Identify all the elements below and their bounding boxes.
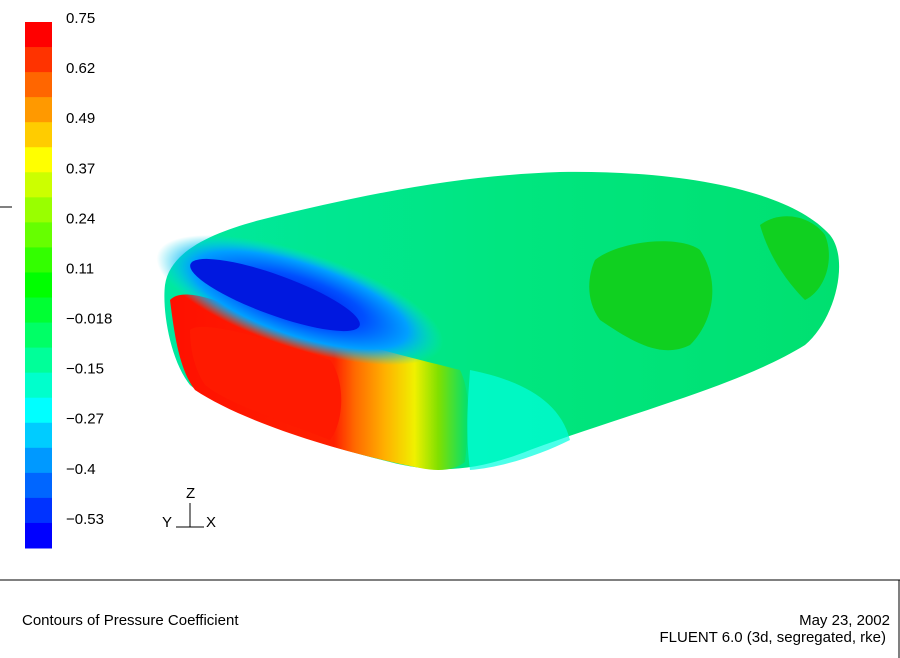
colorbar: 0.75 0.62 0.49 0.37 0.24 0.11 −0.018 −0.15 −0.27… <box>25 10 112 549</box>
footer-date: May 23, 2002 <box>799 612 890 629</box>
colorbar-label: 0.75 <box>66 10 95 27</box>
colorbar-label: 0.49 <box>66 110 95 127</box>
color-band <box>25 147 52 173</box>
axis-label: Y <box>162 514 172 531</box>
color-band <box>25 447 52 474</box>
axis-label: Z <box>186 485 195 502</box>
color-band <box>25 97 52 123</box>
color-band <box>25 422 52 449</box>
body <box>156 171 840 470</box>
colorbar-label: 0.24 <box>66 210 95 227</box>
color-band <box>25 272 52 299</box>
color-band <box>25 47 52 73</box>
axis-triad: Z Y X <box>162 485 216 531</box>
color-band <box>25 122 52 148</box>
color-band <box>25 222 52 248</box>
footer-version: FLUENT 6.0 (3d, segregated, rke) <box>660 629 887 646</box>
color-band <box>25 347 52 374</box>
color-band <box>25 172 52 198</box>
colorbar-label: −0.018 <box>66 311 112 328</box>
colorbar-label: 0.11 <box>66 260 94 277</box>
color-band <box>25 497 52 524</box>
color-band <box>25 197 52 223</box>
colorbar-label: 0.62 <box>66 60 95 77</box>
color-band <box>25 322 52 349</box>
colorbar-label: −0.27 <box>66 411 104 428</box>
color-band <box>25 297 52 324</box>
colorbar-label: −0.53 <box>66 511 104 528</box>
color-band <box>25 522 52 549</box>
color-band <box>25 397 52 424</box>
footer-title: Contours of Pressure Coefficient <box>22 612 239 629</box>
axis-label: X <box>206 514 216 531</box>
color-band <box>25 247 52 273</box>
colorbar-label: −0.4 <box>66 461 96 478</box>
color-band <box>25 372 52 399</box>
color-band <box>25 72 52 98</box>
color-band <box>25 472 52 499</box>
colorbar-label: 0.37 <box>66 160 95 177</box>
colorbar-label: −0.15 <box>66 361 104 378</box>
footer: Contours of Pressure Coefficient May 23,… <box>0 579 900 658</box>
color-band <box>25 22 52 48</box>
